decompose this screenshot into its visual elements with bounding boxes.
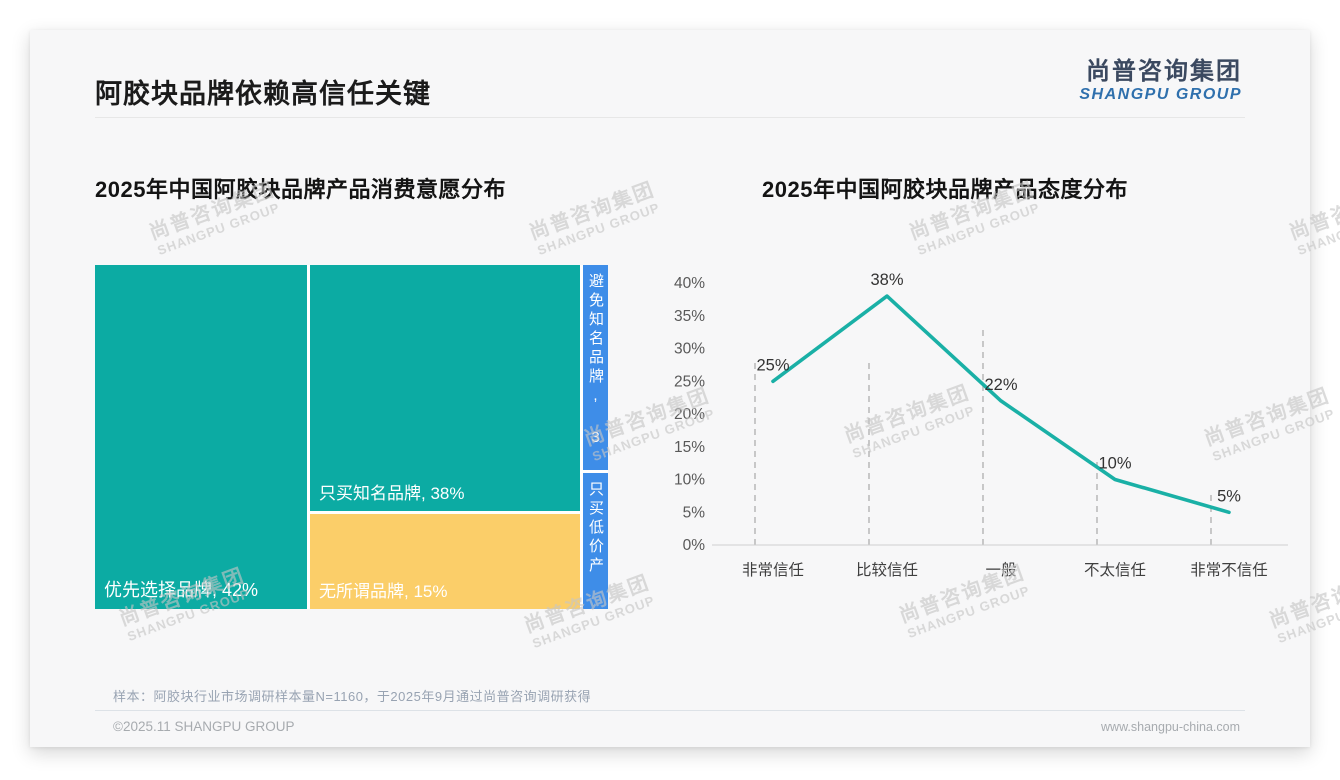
treemap-block-cheap-only: 只买低价产品, 2 xyxy=(583,473,608,609)
sample-note-text: 样本：阿胶块行业市场调研样本量N=1160，于2025年9月通过尚普咨询调研获得 xyxy=(113,689,592,704)
y-axis-tick-label: 40% xyxy=(674,275,705,292)
logo-english-text: SHANGPU GROUP xyxy=(1079,85,1242,103)
y-axis-tick-label: 5% xyxy=(683,504,706,521)
x-axis-category-label: 不太信任 xyxy=(1084,561,1146,579)
consumption-treemap: 优先选择品牌, 42% 只买知名品牌, 38% 无所谓品牌, 15% 避免知名品… xyxy=(95,265,608,609)
attitude-trend-line xyxy=(771,294,1231,515)
y-axis-tick-label: 30% xyxy=(674,341,705,358)
page-title: 阿胶块品牌依赖高信任关键 xyxy=(95,79,431,109)
x-axis-category-label: 非常不信任 xyxy=(1190,561,1268,579)
y-axis-tick-label: 10% xyxy=(674,472,705,489)
data-point-label: 5% xyxy=(1217,487,1241,505)
treemap-block-famous-only: 只买知名品牌, 38% xyxy=(310,265,580,511)
data-point-label: 10% xyxy=(1098,455,1131,473)
y-axis-tick-label: 0% xyxy=(683,537,706,554)
data-point-label: 22% xyxy=(984,376,1017,394)
treemap-label-indifferent: 无所谓品牌, 15% xyxy=(319,582,448,601)
attitude-line-chart: 0% 5% 10% 15% 20% 25% 30% 35% 40% 25% 38% 22% 10% 5% 非… xyxy=(674,271,1288,579)
x-axis-category-label: 非常信任 xyxy=(742,561,804,579)
treemap-label-cheap-only: 只买低价产品, 2 xyxy=(587,481,604,576)
attitude-chart-title: 2025年中国阿胶块品牌产品态度分布 xyxy=(762,177,1128,202)
treemap-block-priority-brand: 优先选择品牌, 42% xyxy=(95,265,307,609)
title-divider xyxy=(95,117,1245,118)
y-axis-tick-label: 25% xyxy=(674,373,705,390)
treemap-label-avoid-famous: 避免知名品牌, 3 xyxy=(587,273,604,450)
treemap-label-famous-only: 只买知名品牌, 38% xyxy=(319,484,465,503)
consumption-chart-title: 2025年中国阿胶块品牌产品消费意愿分布 xyxy=(95,177,506,202)
company-logo: 尚普咨询集团 SHANGPU GROUP xyxy=(1079,58,1242,104)
treemap-block-avoid-famous: 避免知名品牌, 3 xyxy=(583,265,608,470)
treemap-block-indifferent: 无所谓品牌, 15% xyxy=(310,514,580,609)
footer-divider xyxy=(95,710,1245,711)
y-axis-tick-label: 20% xyxy=(674,406,705,423)
treemap-label-priority-brand: 优先选择品牌, 42% xyxy=(104,580,259,600)
x-axis-category-label: 一般 xyxy=(985,561,1016,579)
data-point-label: 38% xyxy=(870,271,903,289)
copyright-text: ©2025.11 SHANGPU GROUP xyxy=(113,719,295,734)
website-text: www.shangpu-china.com xyxy=(1101,720,1240,734)
y-axis-tick-label: 35% xyxy=(674,308,705,325)
data-point-label: 25% xyxy=(756,356,789,374)
y-axis-tick-label: 15% xyxy=(674,439,705,456)
logo-chinese-text: 尚普咨询集团 xyxy=(1086,58,1242,85)
x-axis-category-label: 比较信任 xyxy=(856,561,918,579)
